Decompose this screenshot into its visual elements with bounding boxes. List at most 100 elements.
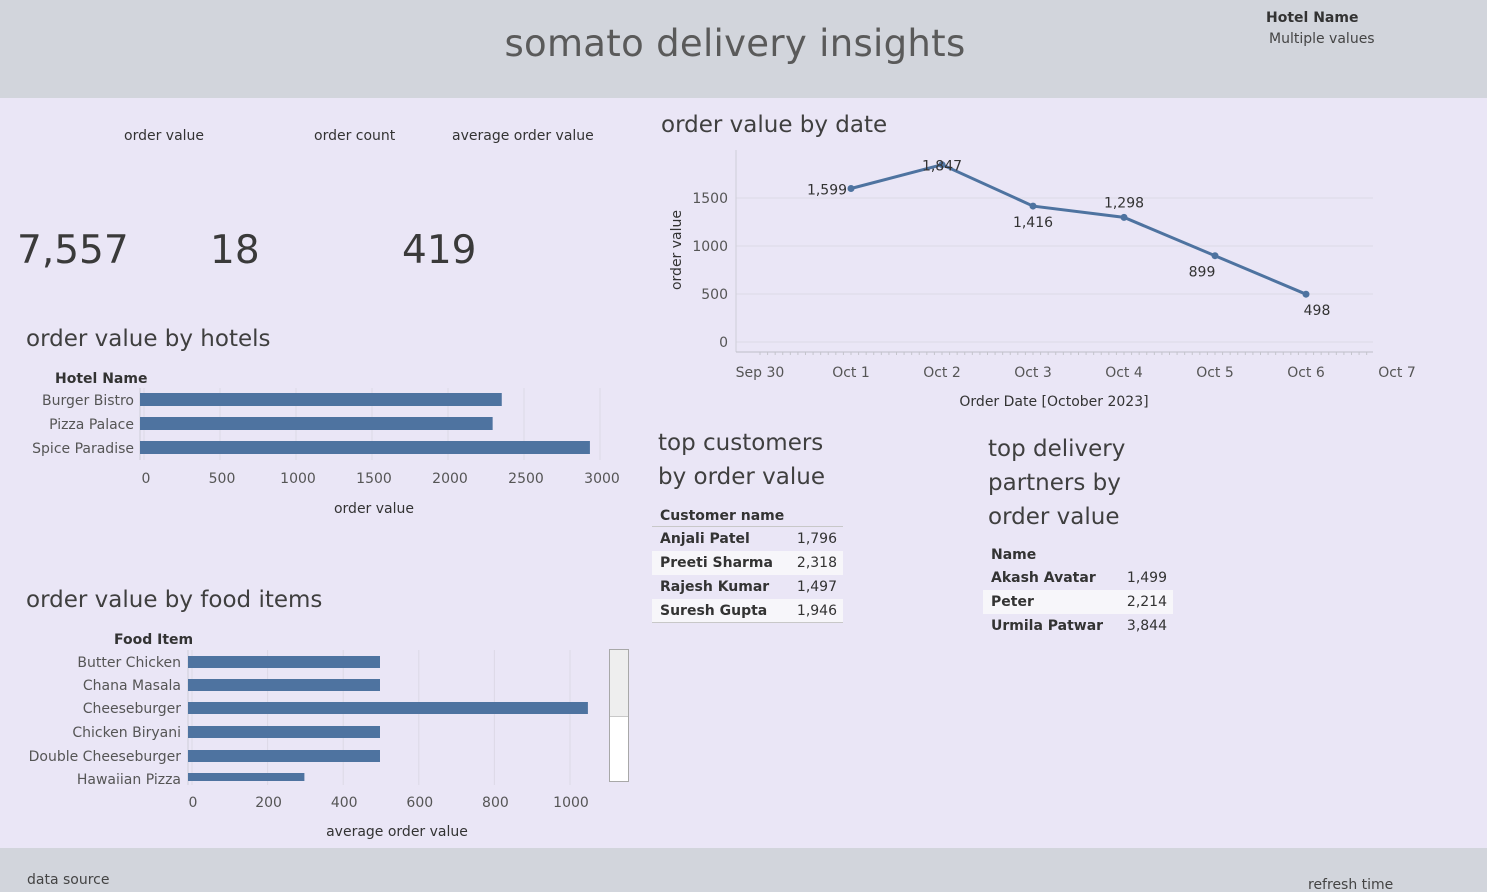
category-label: Double Cheeseburger [29,749,182,765]
category-label: Chicken Biryani [72,725,181,741]
customer-row[interactable]: Rajesh Kumar 1,497 [652,575,843,599]
hotel-filter-value[interactable]: Multiple values [1269,31,1375,47]
kpi-order-count-label: order count [314,128,396,144]
category-label: Cheeseburger [83,701,182,717]
y-axis-title: order value [669,210,685,290]
x-tick-label: 400 [331,795,358,811]
category-label: Hawaiian Pizza [77,772,181,788]
order-value-by-date-title: order value by date [661,112,888,138]
customer-row-value: 1,497 [796,579,837,595]
partner-row-name: Peter [991,594,1034,610]
refresh-time-label: refresh time [1308,877,1394,892]
data-label: 1,599 [807,182,847,198]
food-chart-scroll-thumb[interactable] [610,650,628,717]
customer-row-name: Rajesh Kumar [660,579,770,595]
order-value-by-hotels-title: order value by hotels [26,326,271,352]
bar [188,726,380,738]
x-tick-label: Oct 5 [1196,365,1234,381]
partner-row-name: Akash Avatar [991,570,1096,586]
series-line [850,163,1307,296]
bar [188,702,588,714]
category-label: Butter Chicken [77,655,181,671]
partner-row[interactable]: Urmila Patwar 3,844 [983,614,1173,638]
top-customers-title: top customers by order value [658,426,825,494]
x-tick-label: Oct 3 [1014,365,1052,381]
data-point [1120,213,1128,221]
partner-row-name: Urmila Patwar [991,618,1104,634]
data-label: 1,847 [922,159,962,175]
x-tick-label: 3000 [584,471,620,487]
x-tick-label: 600 [406,795,433,811]
top-partners-title-line3: order value [988,504,1120,530]
hotel-filter-label: Hotel Name [1266,10,1359,26]
partner-row[interactable]: Peter 2,214 [983,590,1173,614]
x-tick-label: 1000 [553,795,589,811]
x-tick-label: 200 [255,795,282,811]
customer-name-header: Customer name [652,505,843,527]
partner-row-value: 1,499 [1126,570,1167,586]
x-tick-label: Oct 4 [1105,365,1143,381]
customer-row[interactable]: Suresh Gupta 1,946 [652,599,843,623]
x-tick-label: Sep 30 [736,365,785,381]
customer-row-name: Anjali Patel [660,531,750,547]
category-label: Pizza Palace [49,417,134,433]
x-tick-label: 1000 [280,471,316,487]
top-partners-title-line2: partners by [988,470,1121,496]
x-tick-label: Oct 2 [923,365,961,381]
category-header: Food Item [114,632,193,648]
bar [188,750,380,762]
data-point [847,184,855,192]
customer-row-value: 1,796 [796,531,837,547]
y-tick-label: 0 [719,335,728,351]
data-label: 1,298 [1104,195,1144,211]
x-tick-label: 0 [142,471,151,487]
data-source-label: data source [27,872,110,888]
top-customers-title-line1: top customers [658,430,824,456]
data-label: 1,416 [1013,215,1053,231]
data-point [1211,252,1219,260]
customer-row-value: 2,318 [796,555,837,571]
category-header: Hotel Name [55,371,147,387]
bar [188,773,305,781]
x-axis-title: average order value [326,824,468,840]
top-customers-table: Customer name Anjali Patel 1,796 Preeti Sh… [652,505,843,623]
x-tick-label: 2500 [508,471,544,487]
top-customers-title-line2: by order value [658,464,825,490]
kpi-order-value: 7,557 [17,228,129,273]
bar [140,417,493,430]
data-label: 498 [1304,303,1331,319]
dashboard-footer: data source refresh time [0,848,1487,892]
bar [188,679,380,691]
category-label: Burger Bistro [42,393,134,409]
dashboard-title: somato delivery insights [504,22,966,65]
data-point [1029,202,1037,210]
partner-row-value: 3,844 [1126,618,1167,634]
data-label: 899 [1189,265,1216,281]
x-tick-label: 0 [189,795,198,811]
food-chart-scrollbar[interactable] [609,649,629,782]
x-tick-label: 2000 [432,471,468,487]
y-tick-label: 1500 [692,191,728,207]
partner-row-value: 2,214 [1126,594,1167,610]
x-axis-title: order value [334,501,414,517]
customer-row-name: Preeti Sharma [660,555,773,571]
x-axis-title: Order Date [October 2023] [959,394,1148,410]
x-tick-label: 1500 [356,471,392,487]
bar [140,441,590,454]
data-point [1302,290,1310,298]
partner-row[interactable]: Akash Avatar 1,499 [983,566,1173,590]
kpi-order-value-label: order value [124,128,205,144]
x-tick-label: 800 [482,795,509,811]
partner-name-header: Name [991,547,1037,563]
dashboard-header: somato delivery insights Hotel Name Mult… [0,0,1487,98]
category-label: Spice Paradise [32,441,134,457]
data-point [938,161,946,169]
customer-row-value: 1,946 [796,603,837,619]
customer-row[interactable]: Anjali Patel 1,796 [652,527,843,551]
kpi-average-order-value-label: average order value [452,128,594,144]
customer-row[interactable]: Preeti Sharma 2,318 [652,551,843,575]
top-partners-table: Name Akash Avatar 1,499 Peter 2,214 Urmila P… [983,544,1173,638]
kpi-order-count: 18 [210,228,260,273]
x-tick-label: Oct 1 [832,365,870,381]
top-delivery-partners-title: top delivery partners by order value [988,432,1125,534]
